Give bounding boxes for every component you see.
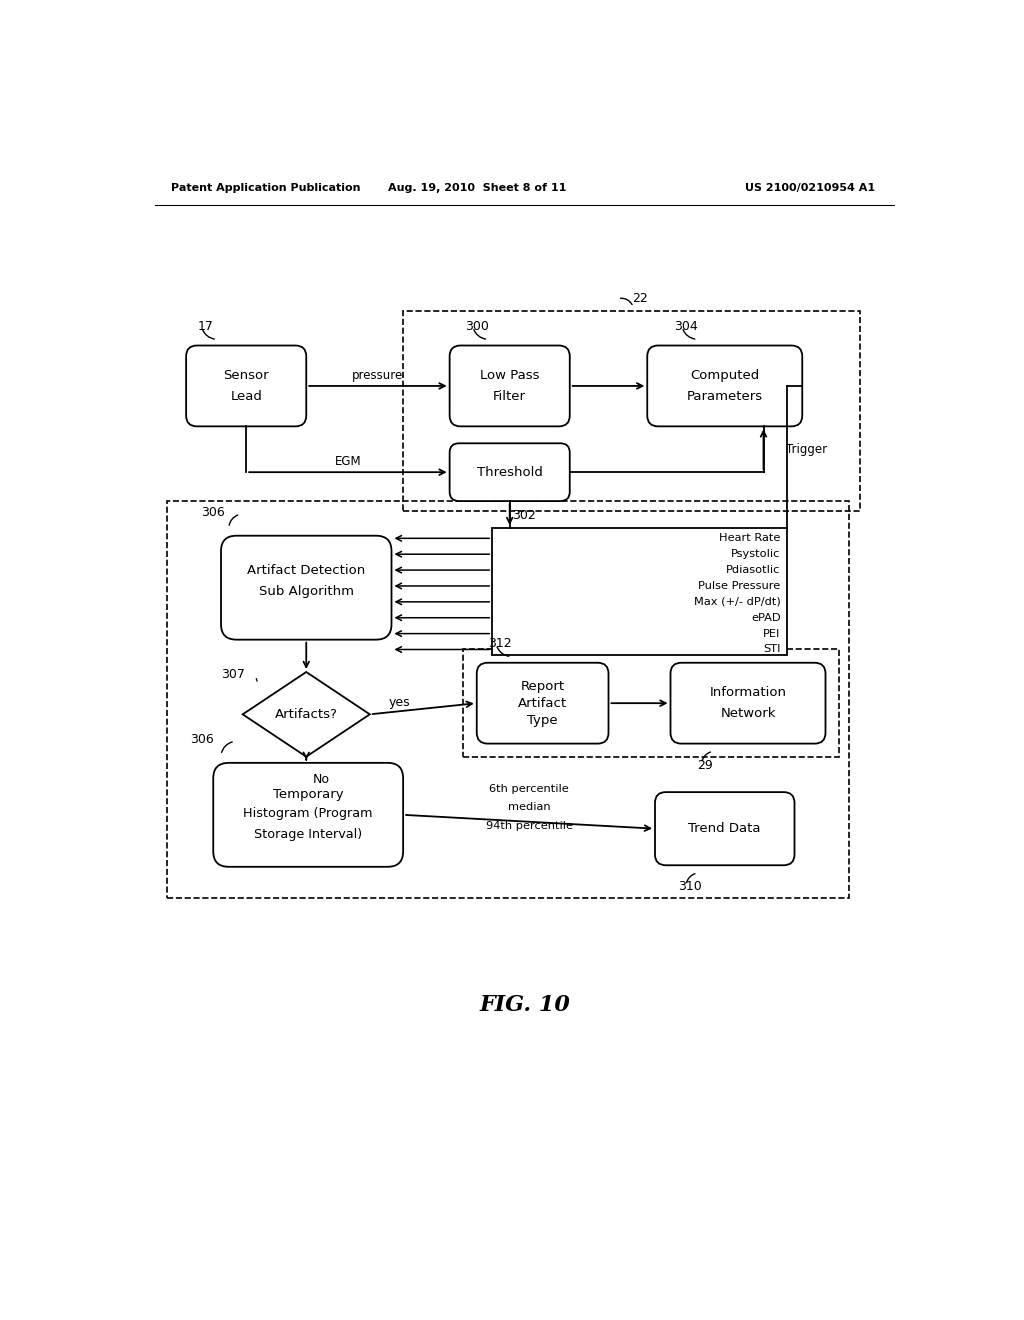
Text: Network: Network	[720, 708, 776, 721]
Text: PEI: PEI	[763, 628, 780, 639]
Text: Low Pass: Low Pass	[480, 368, 540, 381]
Text: 22: 22	[632, 292, 647, 305]
Text: Heart Rate: Heart Rate	[719, 533, 780, 544]
Text: yes: yes	[388, 696, 410, 709]
Text: Temporary: Temporary	[272, 788, 343, 800]
Text: EGM: EGM	[335, 455, 361, 467]
Text: 306: 306	[202, 506, 225, 519]
Text: Patent Application Publication: Patent Application Publication	[171, 182, 360, 193]
FancyBboxPatch shape	[450, 346, 569, 426]
Bar	[167, 502, 849, 898]
Text: Artifacts?: Artifacts?	[274, 708, 338, 721]
Text: Trend Data: Trend Data	[688, 822, 761, 836]
Text: 312: 312	[488, 638, 512, 649]
Bar	[493, 528, 786, 655]
Text: 17: 17	[198, 319, 213, 333]
Text: FIG. 10: FIG. 10	[479, 994, 570, 1016]
Text: Storage Interval): Storage Interval)	[254, 828, 362, 841]
Text: Parameters: Parameters	[687, 391, 763, 403]
Text: Filter: Filter	[494, 391, 526, 403]
Text: Aug. 19, 2010  Sheet 8 of 11: Aug. 19, 2010 Sheet 8 of 11	[387, 182, 566, 193]
FancyBboxPatch shape	[647, 346, 802, 426]
Bar	[403, 312, 860, 511]
Text: No: No	[313, 774, 331, 787]
Text: ePAD: ePAD	[751, 612, 780, 623]
Text: 6th percentile: 6th percentile	[489, 784, 569, 793]
Text: Max (+/- dP/dt): Max (+/- dP/dt)	[694, 597, 780, 607]
Text: Artifact Detection: Artifact Detection	[247, 564, 366, 577]
Text: Computed: Computed	[690, 368, 760, 381]
FancyBboxPatch shape	[221, 536, 391, 640]
Text: 304: 304	[674, 319, 698, 333]
FancyBboxPatch shape	[671, 663, 825, 743]
FancyBboxPatch shape	[186, 346, 306, 426]
Text: Pulse Pressure: Pulse Pressure	[698, 581, 780, 591]
Text: Trigger: Trigger	[785, 442, 826, 455]
Bar	[463, 649, 840, 758]
Text: pressure: pressure	[352, 368, 403, 381]
Text: 94th percentile: 94th percentile	[485, 821, 572, 832]
Text: Report: Report	[520, 680, 564, 693]
Text: 310: 310	[678, 880, 701, 894]
Text: Pdiasotlic: Pdiasotlic	[726, 565, 780, 576]
Text: Sensor: Sensor	[223, 368, 269, 381]
Text: STI: STI	[763, 644, 780, 655]
Text: Sub Algorithm: Sub Algorithm	[259, 585, 353, 598]
FancyBboxPatch shape	[450, 444, 569, 502]
Text: 307: 307	[221, 668, 245, 681]
Text: Artifact: Artifact	[518, 697, 567, 710]
Text: 306: 306	[189, 733, 213, 746]
Polygon shape	[243, 672, 370, 756]
Text: Lead: Lead	[230, 391, 262, 403]
Text: median: median	[508, 803, 550, 812]
Text: Threshold: Threshold	[477, 466, 543, 479]
Text: 302: 302	[512, 510, 536, 523]
Text: Psystolic: Psystolic	[731, 549, 780, 560]
Text: Information: Information	[710, 686, 786, 698]
FancyBboxPatch shape	[477, 663, 608, 743]
Text: Histogram (Program: Histogram (Program	[244, 807, 373, 820]
Text: 29: 29	[697, 759, 714, 772]
Text: 300: 300	[465, 319, 488, 333]
FancyBboxPatch shape	[655, 792, 795, 866]
FancyBboxPatch shape	[213, 763, 403, 867]
Text: US 2100/0210954 A1: US 2100/0210954 A1	[744, 182, 876, 193]
Text: Type: Type	[527, 714, 558, 726]
